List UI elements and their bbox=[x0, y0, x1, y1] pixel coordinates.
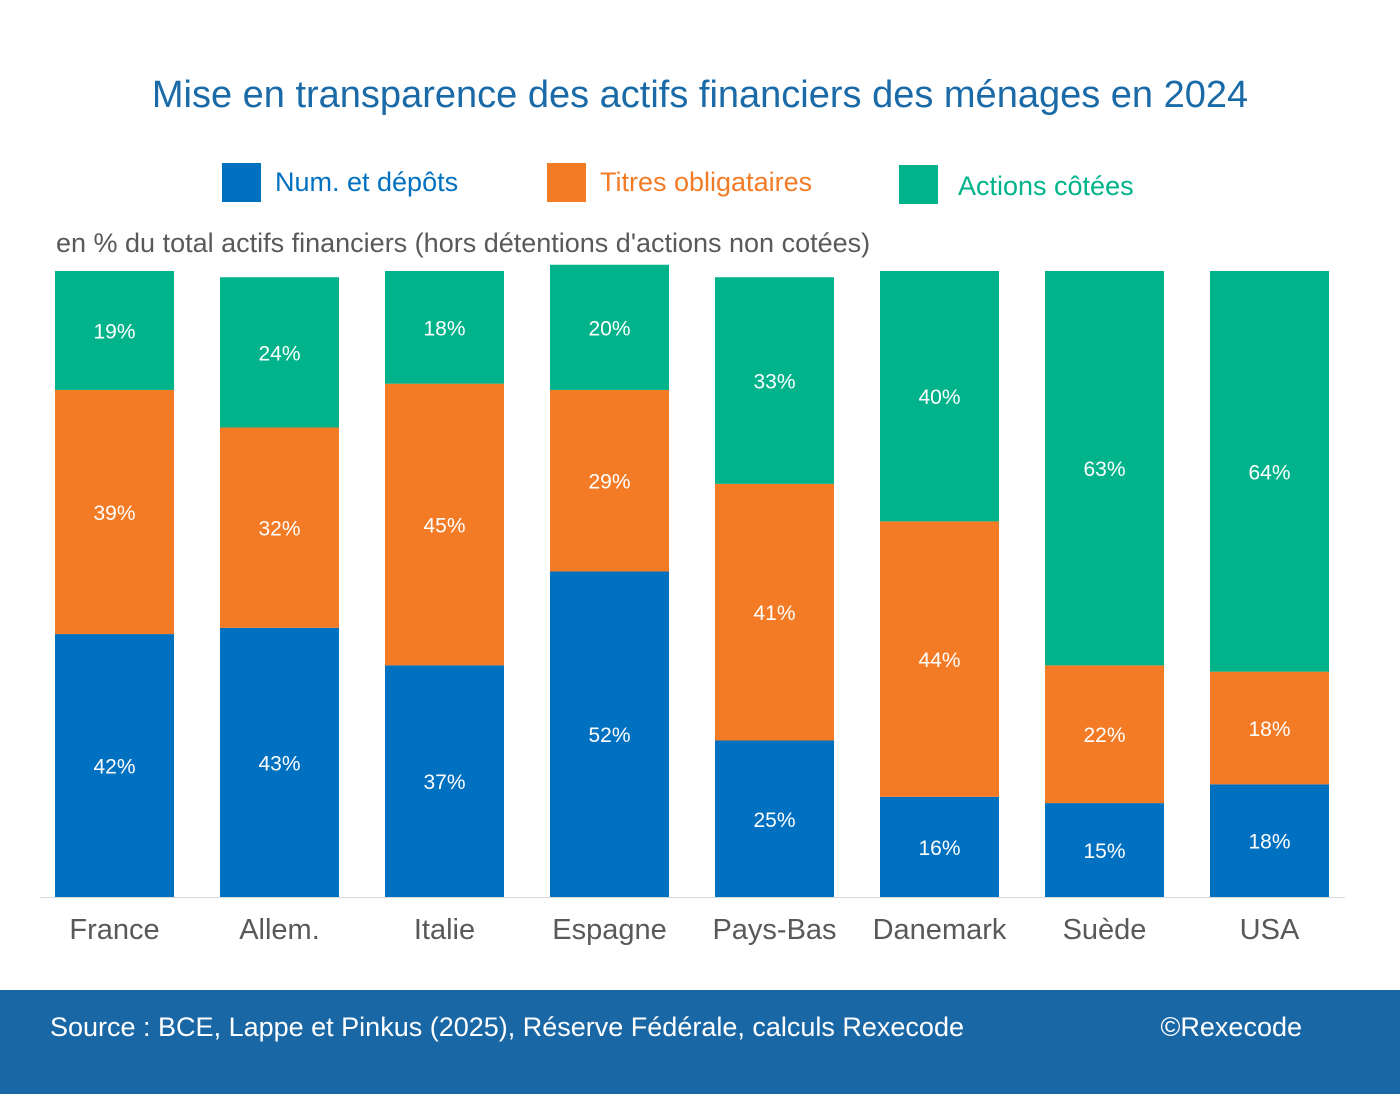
data-label-allem-deposits: 43% bbox=[258, 752, 300, 775]
legend-item-deposits: Num. et dépôts bbox=[222, 163, 458, 202]
bar-italie-bonds bbox=[385, 383, 504, 666]
data-label-pays-bas-deposits: 25% bbox=[753, 809, 795, 832]
bar-france-deposits bbox=[55, 634, 174, 897]
bar-pays-bas-deposits bbox=[715, 740, 834, 897]
bar-allem-equities bbox=[220, 277, 339, 428]
data-label-pays-bas-equities: 33% bbox=[753, 371, 795, 394]
bar-suede-bonds bbox=[1045, 665, 1164, 804]
data-label-france-deposits: 42% bbox=[93, 756, 135, 779]
x-tick-label-france: France bbox=[69, 914, 159, 946]
data-label-usa-bonds: 18% bbox=[1248, 718, 1290, 741]
bar-allem-deposits bbox=[220, 627, 339, 897]
data-label-danemark-bonds: 44% bbox=[918, 649, 960, 672]
bar-pays-bas-equities bbox=[715, 277, 834, 484]
x-tick-label-espagne: Espagne bbox=[552, 914, 667, 946]
data-label-danemark-equities: 40% bbox=[918, 386, 960, 409]
bar-france-bonds bbox=[55, 389, 174, 635]
bar-espagne-deposits bbox=[550, 571, 669, 897]
stacked-bar-chart: 42% 39% 19% France 43% 32% 24% Allem. 37% 45% 18% I… bbox=[40, 264, 1345, 946]
data-label-usa-deposits: 18% bbox=[1248, 831, 1290, 854]
data-label-italie-equities: 18% bbox=[423, 317, 465, 340]
x-tick-label-suede: Suède bbox=[1063, 914, 1147, 946]
copyright-note: ©Rexecode bbox=[1160, 1012, 1302, 1042]
bar-danemark-deposits bbox=[880, 796, 999, 897]
legend-item-equities: Actions côtées bbox=[899, 165, 1134, 204]
bar-suede-deposits bbox=[1045, 803, 1164, 897]
data-label-france-bonds: 39% bbox=[93, 502, 135, 525]
data-label-espagne-equities: 20% bbox=[588, 317, 630, 340]
x-tick-label-usa: USA bbox=[1240, 914, 1300, 946]
data-label-allem-equities: 24% bbox=[258, 342, 300, 365]
data-label-espagne-bonds: 29% bbox=[588, 471, 630, 494]
data-label-suede-equities: 63% bbox=[1083, 458, 1125, 481]
bar-suede-equities bbox=[1045, 271, 1164, 666]
x-tick-label-danemark: Danemark bbox=[873, 914, 1007, 946]
data-label-italie-bonds: 45% bbox=[423, 515, 465, 538]
data-label-suede-bonds: 22% bbox=[1083, 724, 1125, 747]
legend-label-bonds: Titres obligataires bbox=[600, 167, 813, 197]
bar-danemark-equities bbox=[880, 271, 999, 522]
bar-usa-deposits bbox=[1210, 784, 1329, 897]
bar-italie-deposits bbox=[385, 665, 504, 897]
bar-italie-equities bbox=[385, 271, 504, 384]
axis-label: en % du total actifs financiers (hors dé… bbox=[56, 228, 871, 258]
data-label-danemark-deposits: 16% bbox=[918, 837, 960, 860]
legend-label-deposits: Num. et dépôts bbox=[275, 167, 459, 197]
chart-title: Mise en transparence des actifs financie… bbox=[151, 74, 1249, 116]
data-label-italie-deposits: 37% bbox=[423, 771, 465, 794]
source-note: Source : BCE, Lappe et Pinkus (2025), Ré… bbox=[50, 1012, 964, 1042]
data-label-france-equities: 19% bbox=[93, 320, 135, 343]
legend-swatch-deposits bbox=[222, 163, 261, 202]
bar-france-equities bbox=[55, 271, 174, 390]
x-tick-label-allem: Allem. bbox=[239, 914, 320, 946]
legend-swatch-bonds bbox=[547, 163, 586, 202]
data-label-espagne-deposits: 52% bbox=[588, 724, 630, 747]
data-label-allem-bonds: 32% bbox=[258, 518, 300, 541]
x-tick-label-italie: Italie bbox=[414, 914, 475, 946]
data-label-pays-bas-bonds: 41% bbox=[753, 602, 795, 625]
data-label-suede-deposits: 15% bbox=[1083, 840, 1125, 863]
legend-swatch-equities bbox=[899, 165, 938, 204]
bar-usa-bonds bbox=[1210, 671, 1329, 785]
bar-usa-equities bbox=[1210, 271, 1329, 672]
bar-pays-bas-bonds bbox=[715, 483, 834, 741]
data-label-usa-equities: 64% bbox=[1248, 461, 1290, 484]
x-tick-label-pays-bas: Pays-Bas bbox=[712, 914, 836, 946]
legend-item-bonds: Titres obligataires bbox=[547, 163, 812, 202]
bar-espagne-bonds bbox=[550, 389, 669, 572]
bar-espagne-equities bbox=[550, 264, 669, 390]
bar-allem-bonds bbox=[220, 427, 339, 628]
bar-danemark-bonds bbox=[880, 521, 999, 797]
footer-bar: Source : BCE, Lappe et Pinkus (2025), Ré… bbox=[0, 990, 1400, 1094]
legend-label-equities: Actions côtées bbox=[958, 171, 1134, 201]
